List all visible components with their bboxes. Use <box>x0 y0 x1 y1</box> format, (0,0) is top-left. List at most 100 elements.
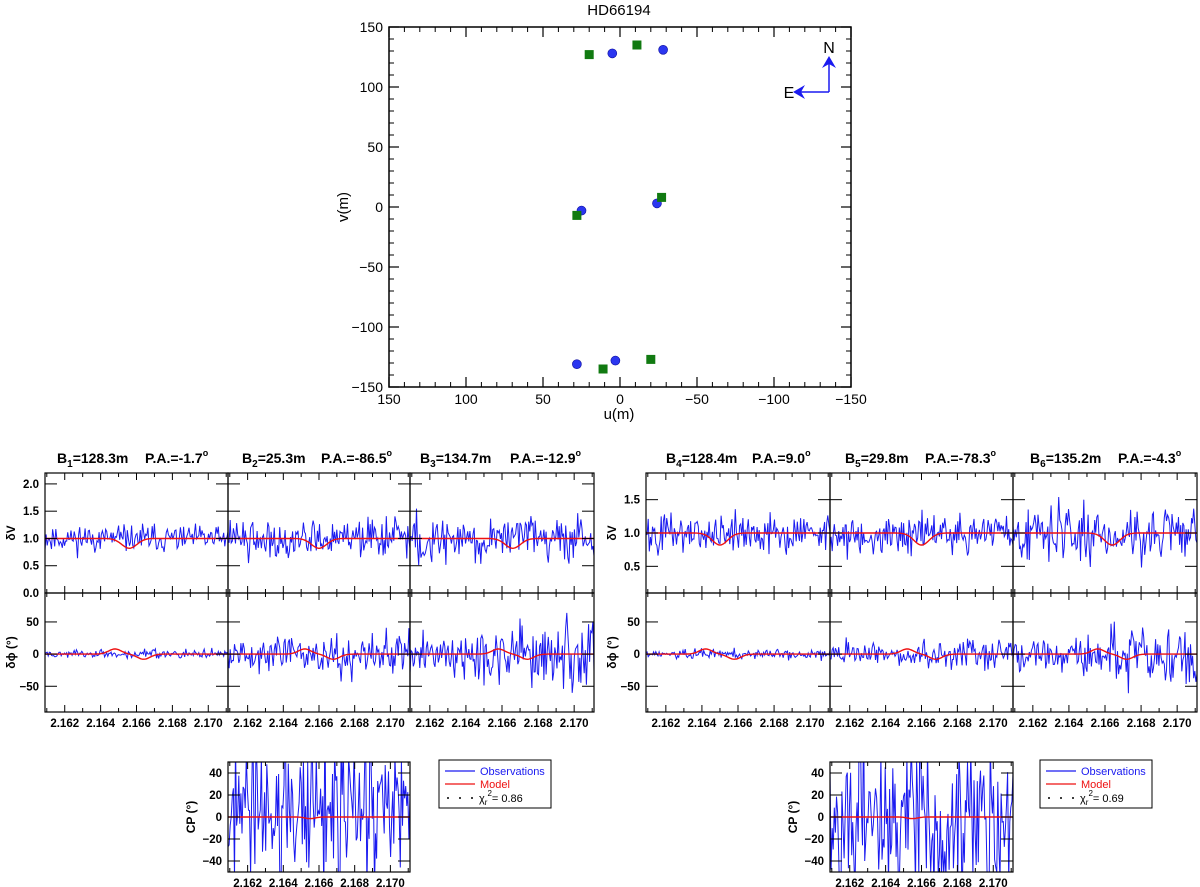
model-line <box>830 816 1013 820</box>
y-axis-title: CP (°) <box>184 801 198 834</box>
uv-x-tick-label: 0 <box>616 391 624 407</box>
x-tick-label: 2.162 <box>233 718 262 730</box>
uv-point-square <box>632 40 642 50</box>
y-tick-label: −20 <box>202 834 222 846</box>
x-tick-label: 2.168 <box>524 718 553 730</box>
y-tick-label: −50 <box>19 681 39 693</box>
x-tick-label: 2.162 <box>233 878 262 887</box>
b3-pa: P.A.=-12.9o <box>510 448 582 466</box>
legend2-chi: χr2= 0.69 <box>1080 789 1124 807</box>
b1-title: B1=128.3m <box>57 450 128 470</box>
panel-frame <box>44 592 229 713</box>
x-tick-label: 2.168 <box>943 718 972 730</box>
b1-pa: P.A.=-1.7o <box>145 448 209 466</box>
x-tick-label: 2.162 <box>50 718 79 730</box>
y-tick-label: 0.5 <box>624 561 641 573</box>
x-tick-label: 2.166 <box>907 878 936 887</box>
model-line <box>410 537 594 550</box>
b2-title: B2=25.3m <box>242 450 306 470</box>
dphi-panel-g2-b2: 2.162 2.164 2.166 2.168 2.170 <box>829 592 1014 730</box>
uv-y-tick-label: −50 <box>359 259 383 275</box>
x-tick-label: 2.164 <box>1055 718 1084 730</box>
y-tick-label: 0.5 <box>23 561 40 573</box>
x-tick-label: 2.170 <box>560 718 589 730</box>
x-tick-label: 2.164 <box>688 718 717 730</box>
y-tick-label: 2.0 <box>23 479 39 491</box>
b5-pa: P.A.=-78.3o <box>925 448 997 466</box>
model-line <box>45 648 228 660</box>
observations-line <box>830 637 1013 671</box>
dv-panel-g1-b3 <box>409 472 595 594</box>
y-axis-title: CP (°) <box>786 801 800 834</box>
y-axis-title: δϕ (°) <box>605 636 619 668</box>
b6-title: B6=135.2m <box>1030 450 1101 470</box>
x-tick-label: 2.164 <box>871 878 900 887</box>
b6-pa: P.A.=-4.3o <box>1118 448 1182 466</box>
uv-y-tick-label: 100 <box>360 79 384 95</box>
y-tick-label: 1.5 <box>23 506 40 518</box>
observations-line <box>830 509 1013 560</box>
x-tick-label: 2.166 <box>724 718 753 730</box>
compass: N E <box>784 40 836 102</box>
legend-group2: Observations Model χr2= 0.69 <box>1039 759 1153 809</box>
uv-point-circle <box>572 359 582 370</box>
b4-pa: P.A.=9.0o <box>752 448 811 466</box>
observations-line <box>646 509 830 556</box>
uv-y-tick-label: −100 <box>351 319 383 335</box>
y-axis-title: δV <box>4 525 18 540</box>
east-arrow-icon <box>793 85 805 99</box>
x-tick-label: 2.168 <box>760 718 789 730</box>
x-tick-label: 2.162 <box>1018 718 1047 730</box>
x-tick-label: 2.168 <box>340 878 369 887</box>
y-tick-label: 50 <box>26 617 39 629</box>
y-tick-label: 40 <box>209 768 222 780</box>
uv-point-square <box>584 50 594 60</box>
x-tick-label: 2.162 <box>415 718 444 730</box>
uv-x-tick-label: −50 <box>685 391 709 407</box>
y-tick-label: 1.5 <box>624 495 641 507</box>
y-tick-label: 1.0 <box>624 528 640 540</box>
model-line <box>45 537 228 550</box>
y-tick-label: 0.0 <box>23 588 39 600</box>
x-tick-label: 2.164 <box>269 878 298 887</box>
y-tick-label: −40 <box>202 856 222 868</box>
x-tick-label: 2.170 <box>796 718 825 730</box>
legend2-model: Model <box>1081 779 1111 791</box>
dphi-panel-g2-b1: 2.162 2.164 2.166 2.168 2.170 −50 0 50 δϕ (°) <box>605 592 831 730</box>
legend1-model: Model <box>480 779 510 791</box>
compass-north: N <box>823 40 835 57</box>
model-line <box>228 648 410 661</box>
x-tick-label: 2.162 <box>835 718 864 730</box>
x-tick-label: 2.170 <box>376 878 405 887</box>
b2-pa: P.A.=-86.5o <box>321 448 393 466</box>
uv-frame <box>388 26 852 388</box>
y-tick-label: 0 <box>216 812 222 824</box>
x-tick-label: 2.170 <box>376 718 405 730</box>
uv-x-tick-label: 100 <box>454 391 478 407</box>
observations-line <box>410 612 594 693</box>
model-line <box>646 532 830 546</box>
x-tick-label: 2.166 <box>305 878 334 887</box>
legend-group1: Observations Model χr2= 0.86 <box>438 759 552 809</box>
cp-panel-g2: 2.162 2.164 2.166 2.168 2.170 −40 −20 0 20 40 CP (… <box>786 761 1014 887</box>
observations-line <box>830 762 1013 872</box>
cp-panel-g1: 2.162 2.164 2.166 2.168 2.170 −40 −20 0 20 40 CP (… <box>184 761 411 887</box>
x-tick-label: 2.166 <box>488 718 517 730</box>
observations-line <box>45 523 228 559</box>
y-tick-label: −40 <box>804 856 824 868</box>
dphi-panel-g1-b1: 2.162 2.164 2.166 2.168 2.170 −50 0 50 δϕ (°) <box>4 592 229 730</box>
dphi-panel-g2-b3: 2.162 2.164 2.166 2.168 2.170 <box>1012 592 1198 730</box>
x-tick-label: 2.166 <box>122 718 151 730</box>
x-tick-label: 2.168 <box>943 878 972 887</box>
dphi-panel-g1-b2: 2.162 2.164 2.166 2.168 2.170 <box>227 592 411 730</box>
x-tick-label: 2.170 <box>1163 718 1192 730</box>
y-tick-label: −20 <box>804 834 824 846</box>
y-tick-label: 0 <box>634 649 640 661</box>
dv-panel-g2-b3 <box>1012 472 1198 594</box>
uv-xlabel: u(m) <box>604 406 635 423</box>
b5-title: B5=29.8m <box>845 450 909 470</box>
legend1-chi: χr2= 0.86 <box>479 789 523 807</box>
model-line <box>1013 648 1197 661</box>
uv-point-circle <box>610 355 621 366</box>
